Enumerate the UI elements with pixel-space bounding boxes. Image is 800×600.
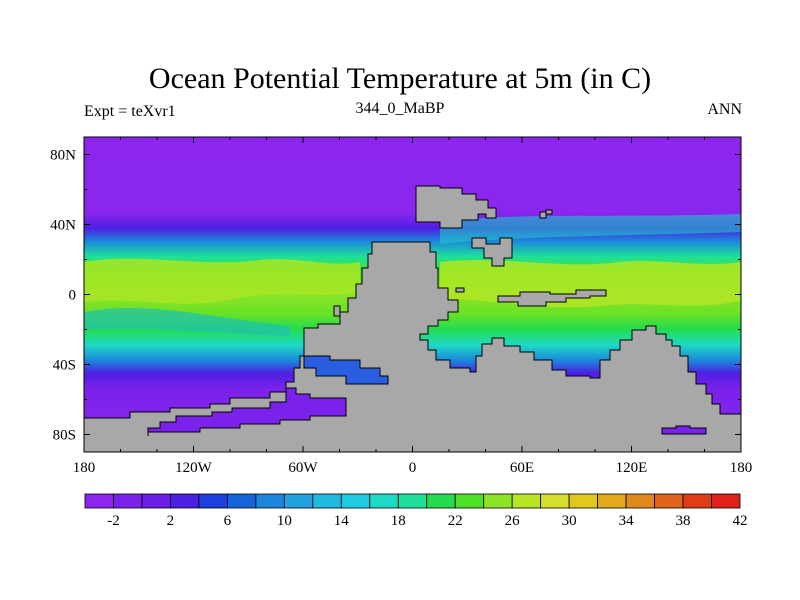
colorbar-swatch bbox=[226, 493, 257, 509]
season-label: ANN bbox=[707, 101, 742, 118]
colorbar-label: 30 bbox=[562, 513, 577, 529]
x-tick-label: 120E bbox=[616, 460, 648, 476]
x-tick-label: 0 bbox=[409, 460, 417, 476]
colorbar-swatch bbox=[426, 493, 456, 509]
colorbar-label: 10 bbox=[277, 513, 292, 529]
colorbar-label: 2 bbox=[167, 513, 175, 529]
colorbar-swatch bbox=[483, 493, 513, 509]
colorbar-swatch bbox=[654, 493, 684, 509]
y-tick-label: 40S bbox=[53, 358, 76, 374]
colorbar-label: 26 bbox=[505, 513, 521, 529]
x-tick-label: 120W bbox=[175, 460, 213, 476]
colorbar-swatch bbox=[568, 493, 599, 509]
inland-sea-east bbox=[661, 425, 707, 435]
colorbar-swatch bbox=[113, 493, 143, 509]
land-tropical-strip bbox=[497, 289, 607, 307]
land-north-block bbox=[415, 185, 497, 229]
warm-band-east bbox=[440, 260, 741, 308]
colorbar-swatch bbox=[283, 493, 314, 509]
inland-sea-southern-channel bbox=[303, 355, 389, 385]
y-tick-label: 80S bbox=[53, 428, 76, 444]
colorbar-label: 42 bbox=[733, 513, 748, 529]
cool-current bbox=[440, 214, 741, 244]
period-label: 344_0_MaBP bbox=[355, 100, 445, 117]
land-small-islet-1 bbox=[455, 287, 465, 293]
cool-tongue bbox=[84, 307, 290, 336]
colorbar-swatch bbox=[141, 493, 171, 509]
colorbar-label: 6 bbox=[224, 513, 232, 529]
y-tick-label: 0 bbox=[69, 288, 77, 304]
colorbar-swatch bbox=[454, 493, 485, 509]
colorbar-label: -2 bbox=[107, 513, 120, 529]
experiment-label: Expt = teXvr1 bbox=[84, 103, 176, 120]
x-tick-label: 180 bbox=[73, 460, 96, 476]
colorbar-swatch bbox=[511, 493, 542, 509]
colorbar-swatch bbox=[198, 493, 228, 509]
colorbar-swatch bbox=[540, 493, 570, 509]
colorbar-swatch bbox=[255, 493, 285, 509]
x-tick-label: 60E bbox=[510, 460, 534, 476]
colorbar: -2 2 6 10 14 18 22 26 30 34 38 42 bbox=[84, 493, 748, 529]
land-masses bbox=[83, 185, 742, 453]
colorbar-label: 14 bbox=[334, 513, 350, 529]
land-small-islet-3 bbox=[545, 209, 553, 215]
colorbar-swatch bbox=[397, 493, 428, 509]
colorbar-swatch bbox=[340, 493, 371, 509]
land-midlatitude-block bbox=[471, 237, 513, 267]
colorbar-swatch bbox=[711, 493, 741, 509]
y-tick-label: 80N bbox=[50, 148, 76, 164]
colorbar-swatch bbox=[84, 493, 114, 509]
colorbar-label: 22 bbox=[448, 513, 463, 529]
colorbar-swatch bbox=[597, 493, 627, 509]
colorbar-swatch bbox=[170, 493, 200, 509]
axes: 180 120W 60W 0 60E 120E 180 80N 40N 0 40S 80S bbox=[50, 137, 752, 476]
colorbar-swatch bbox=[312, 493, 342, 509]
inland-sea-south bbox=[147, 387, 347, 436]
chart-title: Ocean Potential Temperature at 5m (in C) bbox=[148, 62, 652, 95]
y-tick-label: 40N bbox=[50, 218, 76, 234]
colorbar-label: 38 bbox=[676, 513, 691, 529]
x-tick-label: 60W bbox=[288, 460, 318, 476]
colorbar-swatch bbox=[369, 493, 399, 509]
colorbar-swatch bbox=[625, 493, 655, 509]
colorbar-swatch bbox=[682, 493, 712, 509]
x-tick-label: 180 bbox=[730, 460, 753, 476]
inland-seas bbox=[147, 355, 707, 436]
colorbar-label: 34 bbox=[619, 513, 635, 529]
land-small-islet-2 bbox=[539, 211, 547, 219]
colorbar-label: 18 bbox=[391, 513, 406, 529]
warm-band-west bbox=[84, 258, 360, 304]
land-small-islet-4 bbox=[333, 305, 341, 317]
